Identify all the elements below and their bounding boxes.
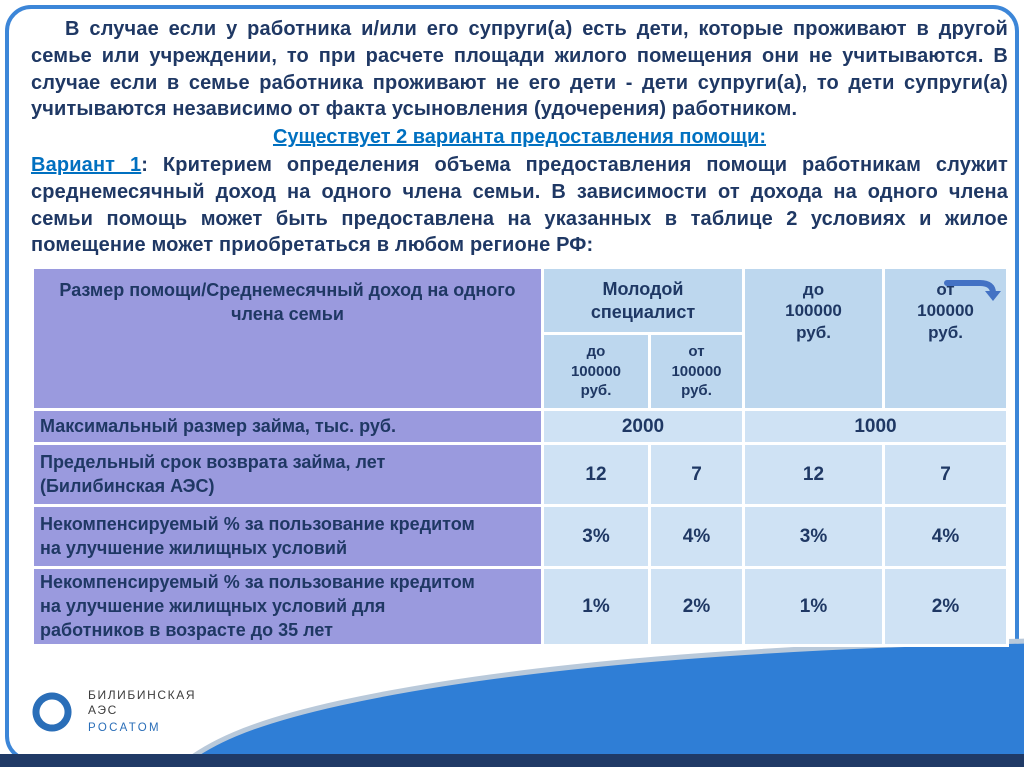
table-cell: 7 [882, 442, 1009, 508]
body-paragraph: В случае если у работника и/или его супр… [31, 18, 1008, 121]
variant-paragraph: Вариант 1: Критерием определения объема … [31, 152, 1008, 259]
variant-label: Вариант 1 [31, 153, 142, 176]
logo-line-rosatom: РОСАТОМ [88, 722, 162, 735]
table-cell: 3% [742, 504, 885, 570]
table-cell: 7 [648, 442, 745, 508]
logo-text: БИЛИБИНСКАЯ АЭС РОСАТОМ [88, 687, 197, 736]
table-cell: 1% [541, 566, 651, 648]
table-row-label: Некомпенсируемый % за пользование кредит… [31, 504, 544, 570]
bottom-navy-bar [0, 754, 1024, 767]
loan-conditions-table: Размер помощи/Среднемесячный доход на од… [31, 266, 1009, 648]
table-cell: 4% [882, 504, 1009, 570]
table-cell: 2% [882, 566, 1009, 648]
table-subheader-over-100000: от 100000 руб. [648, 332, 745, 412]
slide-content: В случае если у работника и/или его супр… [31, 16, 1009, 648]
table-row-label: Некомпенсируемый % за пользование кредит… [31, 566, 544, 648]
table-cell: 1000 [742, 408, 1009, 446]
logo-line-plant-name: БИЛИБИНСКАЯ [88, 687, 197, 702]
table-subheader-under-100000: до 100000 руб. [541, 332, 651, 412]
curved-arrow-icon [944, 278, 1002, 306]
logo-line-plant-type: АЭС [88, 703, 118, 718]
table-cell: 4% [648, 504, 745, 570]
table-cell: 12 [742, 442, 885, 508]
rosatom-emblem-icon [32, 692, 72, 732]
table-header-under-100000: до 100000 руб. [742, 266, 885, 412]
table-row-label: Максимальный размер займа, тыс. руб. [31, 408, 544, 446]
table-cell: 3% [541, 504, 651, 570]
table-header-over-100000: от 100000 руб. [882, 266, 1009, 412]
section-heading: Существует 2 варианта предоставления пом… [272, 126, 767, 149]
plant-logo: БИЛИБИНСКАЯ АЭС РОСАТОМ [26, 686, 196, 738]
table-header-criteria: Размер помощи/Среднемесячный доход на од… [31, 266, 544, 412]
table-cell: 1% [742, 566, 885, 648]
table-cell: 2% [648, 566, 745, 648]
table-cell: 12 [541, 442, 651, 508]
variant-text: : Критерием определения объема предостав… [31, 153, 1008, 257]
table-header-young-specialist: Молодой специалист [541, 266, 745, 336]
bottom-wave-decoration [175, 638, 1024, 767]
table-row-label: Предельный срок возврата займа, лет (Бил… [31, 442, 544, 508]
table-cell: 2000 [541, 408, 745, 446]
